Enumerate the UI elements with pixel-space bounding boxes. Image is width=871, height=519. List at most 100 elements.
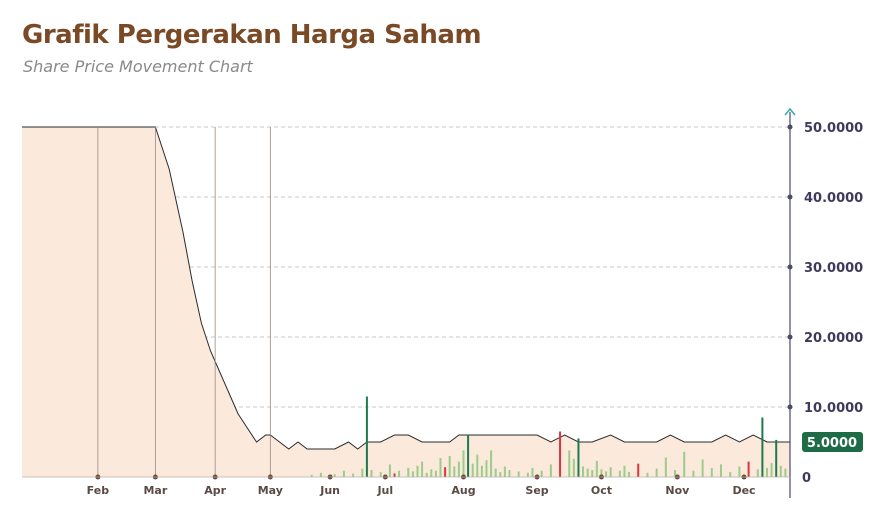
y-tick-label: 20.0000 (804, 331, 863, 346)
volume-bar (591, 470, 594, 477)
y-axis: 50.0000 40.0000 30.0000 20.0000 10.0000 0 (784, 107, 863, 498)
volume-bar (485, 460, 488, 477)
x-tick-label: Jul (376, 484, 393, 497)
volume-bar (517, 471, 520, 477)
volume-bar (425, 472, 428, 477)
volume-bar (476, 454, 479, 477)
volume-bar (766, 467, 769, 477)
x-tick-label: Feb (87, 484, 110, 497)
volume-bar (595, 460, 598, 477)
volume-bar (586, 468, 589, 477)
axis-arrow-icon (784, 107, 796, 116)
volume-bar (388, 464, 391, 477)
volume-bar (467, 435, 470, 477)
last-price-label: 5.0000 (807, 436, 857, 451)
volume-bar (526, 472, 529, 477)
volume-bar (568, 450, 571, 477)
volume-bar (775, 439, 778, 477)
volume-bar (490, 450, 493, 477)
volume-bar (319, 472, 322, 477)
volume-bar (577, 438, 580, 477)
volume-bar (342, 470, 345, 477)
volume-bar (674, 470, 677, 477)
volume-bar (756, 469, 759, 477)
volume-bar (508, 470, 511, 477)
volume-bar (646, 472, 649, 477)
volume-bar (549, 464, 552, 477)
volume-bar (770, 463, 773, 477)
y-tick-label: 10.0000 (804, 401, 863, 416)
volume-bar (411, 471, 414, 477)
volume-bar (609, 467, 612, 477)
x-tick-label: Dec (732, 484, 755, 497)
volume-bar (664, 457, 667, 477)
volume-bar (618, 470, 621, 477)
x-tick-label: Sep (525, 484, 548, 497)
volume-bar (480, 465, 483, 477)
x-tick-label: Mar (143, 484, 167, 497)
volume-bar (457, 461, 460, 477)
x-tick-label: Jun (319, 484, 340, 497)
volume-bar (361, 468, 364, 477)
volume-bar (333, 474, 336, 477)
price-area (22, 126, 790, 477)
last-price-badge: 5.0000 (802, 432, 863, 452)
volume-bar (531, 467, 534, 477)
volume-bar (444, 467, 447, 477)
volume-bar (494, 468, 497, 477)
volume-bar (471, 463, 474, 477)
month-lines (97, 127, 271, 477)
volume-bar (701, 459, 704, 477)
volume-bar (572, 458, 575, 477)
y-tick-label: 50.0000 (804, 121, 863, 136)
volume-bar (784, 468, 787, 477)
volume-bars (310, 396, 787, 477)
volume-bar (503, 466, 506, 477)
volume-bar (683, 451, 686, 477)
x-tick-label: Nov (665, 484, 690, 497)
price-area-fill (22, 127, 790, 477)
chart-subtitle: Share Price Movement Chart (23, 57, 253, 76)
volume-bar (434, 470, 437, 477)
volume-bar (398, 470, 401, 477)
volume-bar (628, 472, 631, 477)
x-axis: Feb Mar Apr May Jun Jul Aug Sep Oct Nov Dec (22, 474, 790, 497)
volume-bar (379, 472, 382, 477)
volume-bar (448, 456, 451, 477)
volume-bar (540, 470, 543, 477)
volume-bar (370, 470, 373, 477)
x-tick-label: Oct (591, 484, 612, 497)
volume-bar (729, 472, 732, 477)
x-tick-label: Aug (451, 484, 475, 497)
volume-bar (559, 431, 562, 477)
volume-bar (365, 396, 368, 477)
volume-bar (692, 470, 695, 477)
x-tick-label: May (258, 484, 283, 497)
y-tick-label: 30.0000 (804, 261, 863, 276)
volume-bar (453, 466, 456, 477)
volume-bar (605, 471, 608, 477)
volume-bar (352, 473, 355, 477)
volume-bar (430, 469, 433, 477)
volume-bar (407, 467, 410, 477)
volume-bar (747, 461, 750, 477)
last-price-box (802, 432, 863, 452)
volume-bar (310, 474, 313, 477)
volume-bar (393, 473, 396, 477)
volume-bar (462, 450, 465, 477)
volume-bar (761, 417, 764, 477)
volume-bar (779, 465, 782, 477)
volume-bar (710, 467, 713, 477)
volume-bar (582, 466, 585, 477)
volume-bar (416, 465, 419, 477)
volume-bar (439, 458, 442, 477)
volume-bar (623, 465, 626, 477)
volume-bar (738, 466, 741, 477)
x-tick-label: Apr (204, 484, 226, 497)
y-tick-label: 40.0000 (804, 191, 863, 206)
chart-title: Grafik Pergerakan Harga Saham (22, 20, 482, 50)
y-tick-label: 0 (802, 471, 811, 486)
volume-bar (499, 472, 502, 477)
volume-bar (637, 463, 640, 477)
